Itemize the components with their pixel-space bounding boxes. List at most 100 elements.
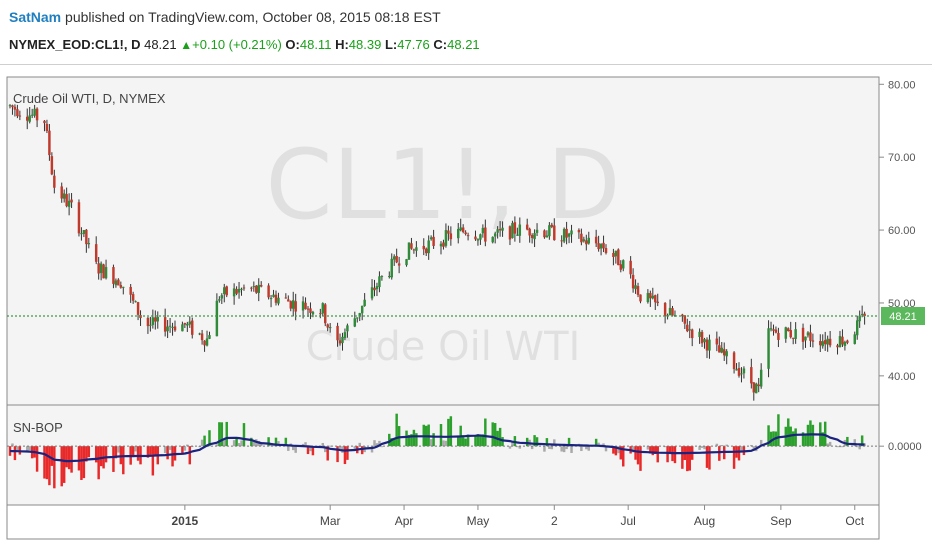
candle (737, 362, 741, 378)
candle (481, 224, 485, 238)
last-price-tag-label: 48.21 (889, 311, 917, 323)
candle (35, 107, 39, 128)
histogram-bar (306, 446, 310, 455)
candle (656, 293, 659, 307)
candle (809, 324, 812, 348)
candle (45, 119, 49, 134)
histogram-bar (631, 446, 635, 453)
candle (826, 335, 829, 352)
candle (614, 250, 618, 264)
histogram-bar (860, 435, 864, 447)
open-value: 48.11 (299, 37, 332, 52)
candle (587, 231, 591, 245)
candle (853, 331, 856, 345)
histogram-bar (688, 446, 691, 471)
histogram-bar (122, 446, 125, 475)
candle (301, 296, 305, 319)
candle (82, 229, 86, 238)
candle (188, 316, 192, 328)
histogram-bar (587, 446, 591, 451)
candle (562, 227, 566, 244)
candle (60, 182, 63, 203)
histogram-bar (570, 446, 573, 453)
candle (560, 235, 563, 247)
histogram-bar (429, 439, 433, 447)
histogram-bar (11, 443, 14, 447)
candle (388, 271, 391, 279)
histogram-bar (405, 430, 408, 447)
candle (597, 235, 600, 252)
candle (70, 193, 73, 209)
candle (548, 222, 551, 240)
candle (484, 219, 487, 247)
candle (646, 289, 650, 304)
histogram-bar (553, 439, 556, 447)
time-tick-label: May (467, 514, 490, 528)
histogram-bar (639, 446, 642, 471)
histogram-bar (309, 446, 312, 452)
candle (343, 328, 347, 340)
candle (326, 323, 329, 332)
publisher-link[interactable]: SatNam (9, 9, 62, 25)
candle (215, 293, 219, 337)
candle (11, 104, 14, 115)
histogram-bar (863, 443, 866, 447)
candle (255, 285, 258, 294)
histogram-bar (267, 437, 270, 447)
candle (580, 228, 583, 246)
candle (99, 261, 103, 281)
candle (700, 329, 704, 347)
candle (457, 223, 460, 244)
candle (772, 324, 775, 336)
candle (119, 281, 123, 289)
price-pane-title: Crude Oil WTI, D, NYMEX (13, 91, 166, 106)
candle (752, 382, 756, 401)
candle (424, 247, 428, 257)
candle (511, 220, 514, 239)
candle (528, 227, 531, 243)
candle (360, 305, 364, 321)
histogram-bar (617, 446, 620, 454)
low-value: 47.76 (397, 37, 430, 52)
candle (789, 321, 792, 339)
histogram-bar (518, 446, 522, 449)
histogram-bar (787, 418, 790, 447)
candle (114, 278, 118, 288)
candle (570, 224, 573, 243)
candle (397, 256, 401, 274)
candle (501, 221, 504, 237)
candle (823, 331, 827, 351)
candle (309, 302, 312, 320)
histogram-bar (619, 446, 623, 460)
last-price: 48.21 (144, 37, 177, 52)
candle (577, 228, 581, 239)
histogram-bar (585, 446, 588, 450)
histogram-bar (464, 438, 467, 447)
histogram-bar (777, 414, 780, 447)
candle (203, 340, 206, 352)
candle (530, 233, 534, 244)
candle (491, 236, 494, 244)
histogram-bar (858, 446, 861, 450)
histogram-bar (407, 434, 411, 447)
candle (321, 302, 325, 317)
histogram-bar (99, 446, 103, 467)
candle (43, 120, 46, 132)
candle (200, 329, 204, 345)
histogram-bar (87, 446, 91, 458)
candle (16, 104, 19, 119)
histogram-bar (622, 446, 625, 467)
candle (821, 334, 824, 349)
histogram-bar (466, 434, 470, 447)
candle (622, 259, 625, 272)
candle (237, 281, 241, 299)
histogram-bar (673, 446, 677, 464)
candle (838, 330, 842, 348)
candle (535, 223, 539, 237)
time-axis[interactable] (6, 504, 880, 540)
histogram-bar (321, 442, 325, 447)
candle (338, 333, 342, 346)
candle (181, 321, 184, 332)
histogram-bar (415, 433, 418, 447)
